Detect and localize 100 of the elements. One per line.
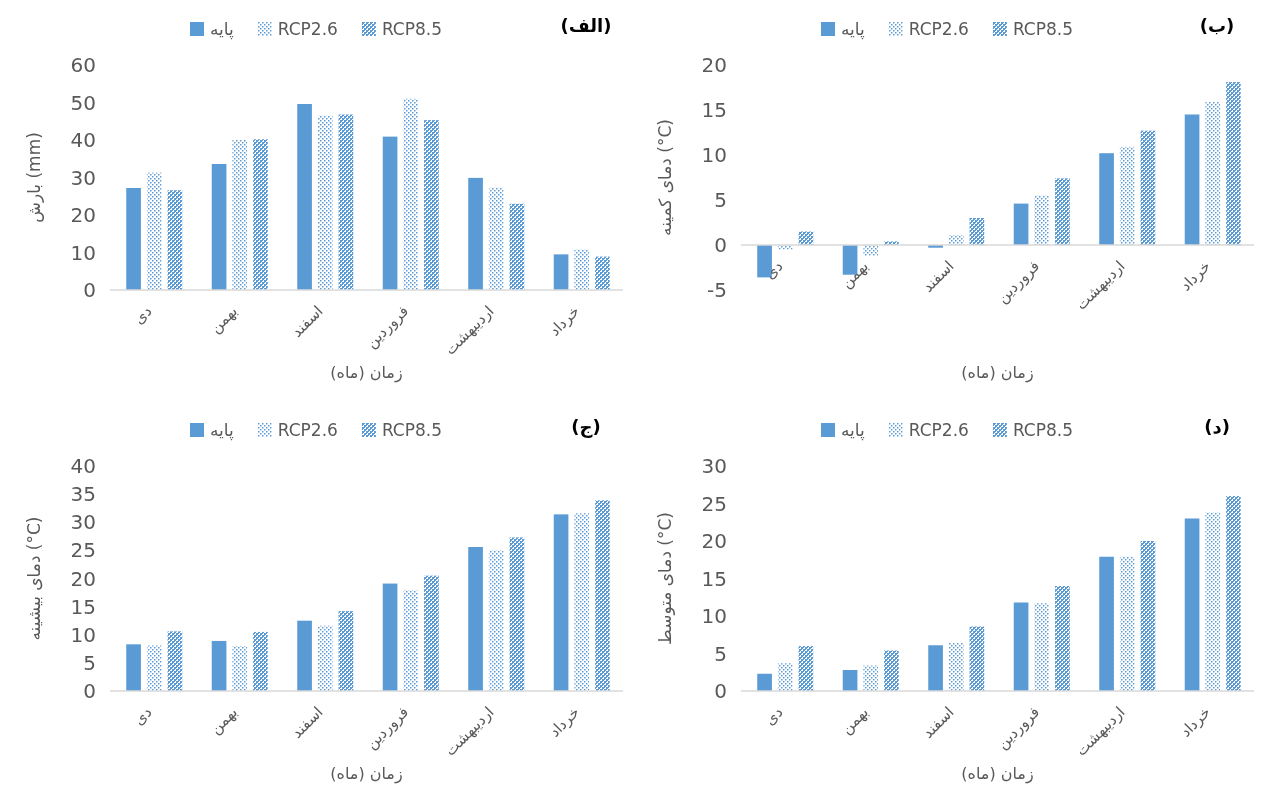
y-tick-label: 20 xyxy=(701,53,727,77)
bar xyxy=(863,245,879,256)
x-tick-label: فروردین xyxy=(362,703,413,753)
y-axis-title: دمای کمینه (°C) xyxy=(655,119,675,236)
bar xyxy=(488,187,504,290)
y-tick-label: 25 xyxy=(70,538,96,563)
bar xyxy=(948,235,964,245)
legend-label: پایه xyxy=(841,19,866,40)
x-tick-label: دی xyxy=(129,302,156,328)
x-axis-title: زمان (ماه) xyxy=(330,764,403,784)
x-tick-label: بهمن xyxy=(206,703,242,738)
bar xyxy=(863,665,879,691)
bar xyxy=(211,164,227,290)
y-tick-label: 40 xyxy=(70,128,96,152)
legend-label: RCP8.5 xyxy=(381,420,443,440)
y-tick-label: 60 xyxy=(70,53,96,77)
bar xyxy=(1226,496,1241,691)
bar xyxy=(468,547,483,691)
y-tick-label: 5 xyxy=(83,650,96,675)
y-tick-label: 5 xyxy=(714,641,727,666)
x-tick-label: اردیبهشت xyxy=(1072,703,1129,760)
legend-label: پایه xyxy=(210,19,235,40)
bar xyxy=(509,537,525,691)
y-tick-label: 20 xyxy=(701,529,727,553)
x-tick-label: اردیبهشت xyxy=(441,703,498,760)
x-tick-label: بهمن xyxy=(206,302,242,337)
y-axis-title: بارش (mm) xyxy=(24,132,44,223)
bar xyxy=(595,256,610,290)
bar xyxy=(126,188,141,290)
chart-title: (ب) xyxy=(1199,15,1235,36)
y-tick-label: 25 xyxy=(701,491,727,516)
x-tick-label: فروردین xyxy=(993,257,1044,307)
bar xyxy=(338,611,354,691)
bar xyxy=(1034,603,1050,691)
x-tick-label: دی xyxy=(760,703,787,729)
y-tick-label: 0 xyxy=(83,679,96,703)
y-tick-label: 5 xyxy=(714,188,727,212)
bar xyxy=(253,631,268,691)
bar xyxy=(403,98,419,290)
bar xyxy=(1140,541,1156,691)
bar xyxy=(297,104,312,290)
legend-label: RCP2.6 xyxy=(277,420,338,440)
bar xyxy=(1184,518,1200,691)
legend-label: RCP8.5 xyxy=(1012,420,1074,440)
y-tick-label: 10 xyxy=(70,240,96,265)
bar xyxy=(126,644,141,691)
x-tick-label: اردیبهشت xyxy=(441,302,498,359)
legend-label: RCP2.6 xyxy=(277,19,338,39)
bar xyxy=(297,620,312,691)
legend-label: RCP8.5 xyxy=(381,19,443,39)
x-tick-label: دی xyxy=(760,257,787,283)
bar xyxy=(403,590,419,691)
bar xyxy=(928,645,943,691)
bar xyxy=(317,625,333,691)
bar xyxy=(382,136,398,290)
x-tick-label: فروردین xyxy=(362,302,413,352)
bar xyxy=(1055,586,1070,691)
chart-title: (الف) xyxy=(560,15,612,36)
bar xyxy=(382,583,398,691)
bar xyxy=(1099,153,1114,245)
bar xyxy=(948,643,964,691)
chart-title: (د) xyxy=(1204,416,1230,437)
legend-label: RCP8.5 xyxy=(1012,19,1074,39)
legend-label: RCP2.6 xyxy=(908,420,969,440)
bar xyxy=(509,203,525,290)
y-tick-label: 15 xyxy=(70,594,96,619)
bar xyxy=(1119,556,1135,691)
bar xyxy=(1034,195,1050,245)
bar xyxy=(232,646,248,691)
y-tick-label: -5 xyxy=(707,278,727,302)
bar xyxy=(1119,146,1135,245)
bar xyxy=(424,575,439,691)
y-tick-label: 50 xyxy=(70,90,96,115)
chart-title: (ج) xyxy=(571,416,601,438)
x-tick-label: اسفند xyxy=(287,703,327,742)
x-tick-label: اسفند xyxy=(918,703,958,742)
bar xyxy=(167,190,183,290)
bar xyxy=(253,139,268,290)
bar xyxy=(777,245,793,250)
y-tick-label: 15 xyxy=(701,566,727,591)
x-axis-title: زمان (ماه) xyxy=(330,363,403,383)
x-tick-label: دی xyxy=(129,703,156,729)
y-tick-label: 30 xyxy=(70,510,96,535)
y-tick-label: 15 xyxy=(701,98,727,122)
y-tick-label: 10 xyxy=(701,143,727,167)
bar xyxy=(595,500,610,691)
y-tick-label: 0 xyxy=(83,278,96,302)
bar xyxy=(232,140,248,290)
x-tick-label: خرداد xyxy=(545,703,584,741)
x-tick-label: خرداد xyxy=(1176,703,1215,741)
y-tick-label: 20 xyxy=(70,203,96,227)
y-tick-label: 30 xyxy=(701,454,727,478)
bar xyxy=(317,115,333,290)
bar xyxy=(969,218,985,245)
bar xyxy=(1099,556,1114,691)
y-axis-title: دمای بیشینه (°C) xyxy=(24,516,44,641)
bar xyxy=(757,673,772,691)
bar xyxy=(1013,203,1029,245)
bar xyxy=(798,646,814,691)
bar xyxy=(468,177,483,290)
